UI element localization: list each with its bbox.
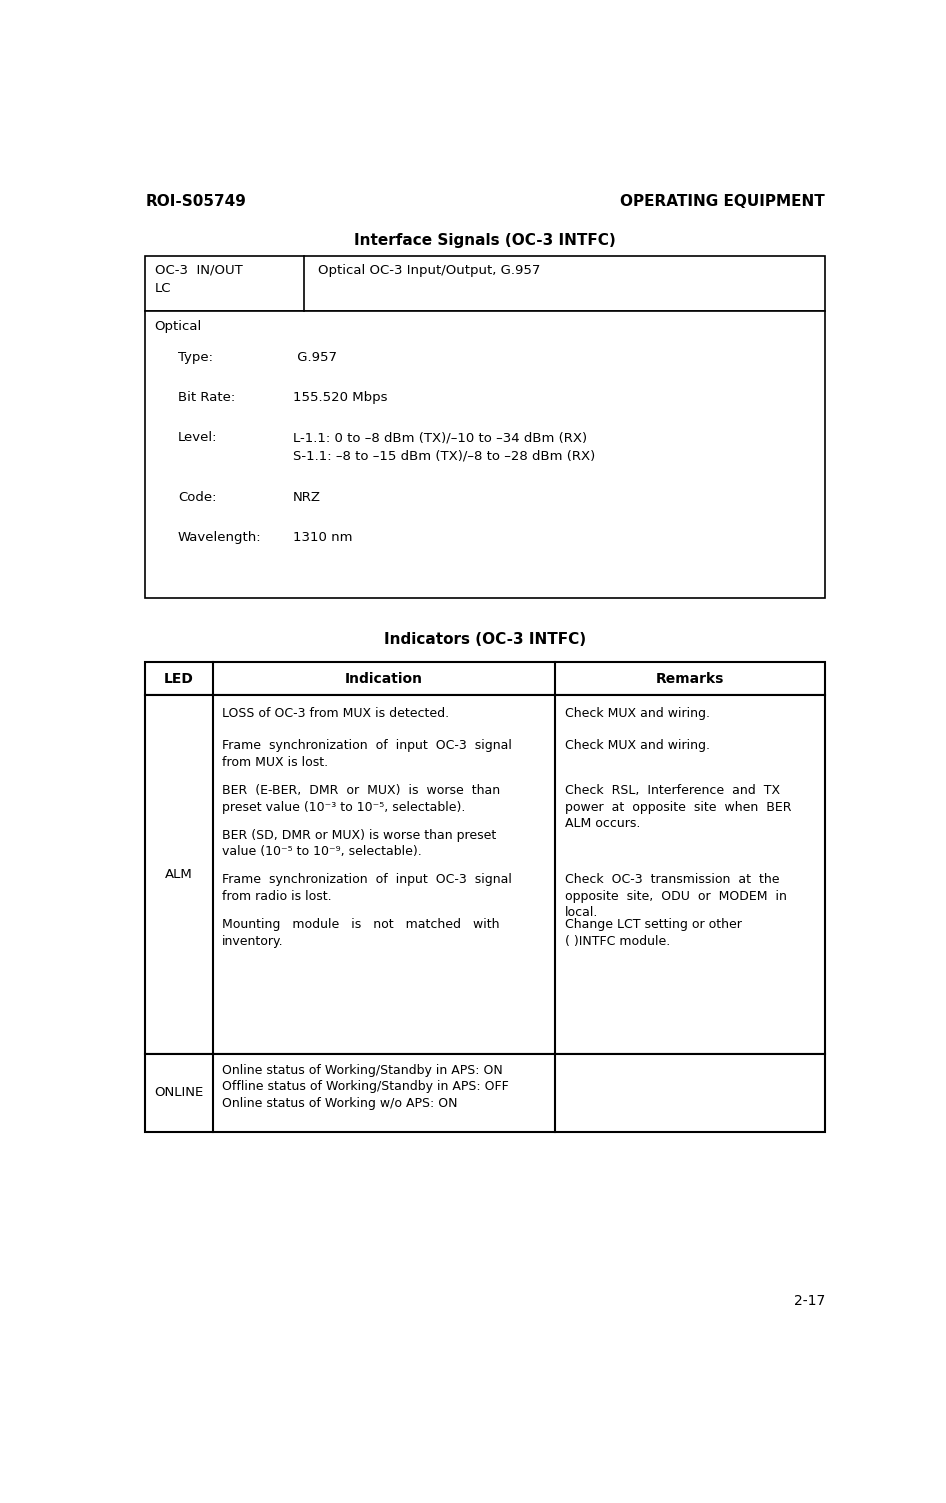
Text: L-1.1: 0 to –8 dBm (TX)/–10 to –34 dBm (RX)
S-1.1: –8 to –15 dBm (TX)/–8 to –28 : L-1.1: 0 to –8 dBm (TX)/–10 to –34 dBm (… (292, 431, 595, 463)
Text: OC-3  IN/OUT
LC: OC-3 IN/OUT LC (155, 263, 242, 295)
Text: Bit Rate:: Bit Rate: (178, 391, 236, 404)
Text: Indication: Indication (345, 672, 423, 685)
Text: Optical OC-3 Input/Output, G.957: Optical OC-3 Input/Output, G.957 (318, 263, 540, 277)
Text: Wavelength:: Wavelength: (178, 532, 261, 544)
Text: BER (SD, DMR or MUX) is worse than preset
value (10⁻⁵ to 10⁻⁹, selectable).: BER (SD, DMR or MUX) is worse than prese… (222, 828, 497, 858)
Text: Type:: Type: (178, 352, 213, 364)
Bar (146, 256, 825, 311)
Text: Level:: Level: (178, 431, 218, 445)
Text: Check  OC-3  transmission  at  the
opposite  site,  ODU  or  MODEM  in
local.: Check OC-3 transmission at the opposite … (565, 873, 786, 920)
Text: Frame  synchronization  of  input  OC-3  signal
from MUX is lost.: Frame synchronization of input OC-3 sign… (222, 739, 512, 770)
Text: Check  RSL,  Interference  and  TX
power  at  opposite  site  when  BER
ALM occu: Check RSL, Interference and TX power at … (565, 785, 791, 830)
Text: BER  (E-BER,  DMR  or  MUX)  is  worse  than
preset value (10⁻³ to 10⁻⁵, selecta: BER (E-BER, DMR or MUX) is worse than pr… (222, 785, 500, 813)
Text: Frame  synchronization  of  input  OC-3  signal
from radio is lost.: Frame synchronization of input OC-3 sign… (222, 873, 512, 903)
Bar (146, 311, 825, 598)
Text: ONLINE: ONLINE (154, 1087, 203, 1099)
Text: Interface Signals (OC-3 INTFC): Interface Signals (OC-3 INTFC) (355, 233, 616, 248)
Text: Mounting   module   is   not   matched   with
inventory.: Mounting module is not matched with inve… (222, 918, 499, 947)
Text: NRZ: NRZ (292, 491, 321, 505)
Bar (146, 661, 825, 696)
Text: Code:: Code: (178, 491, 217, 505)
Text: Check MUX and wiring.: Check MUX and wiring. (565, 706, 710, 720)
Text: 2-17: 2-17 (794, 1294, 825, 1309)
Bar (146, 696, 825, 1054)
Text: ROI-S05749: ROI-S05749 (146, 194, 246, 209)
Text: OPERATING EQUIPMENT: OPERATING EQUIPMENT (621, 194, 825, 209)
Text: G.957: G.957 (292, 352, 337, 364)
Text: LOSS of OC-3 from MUX is detected.: LOSS of OC-3 from MUX is detected. (222, 706, 449, 720)
Text: Check MUX and wiring.: Check MUX and wiring. (565, 739, 710, 753)
Text: Indicators (OC-3 INTFC): Indicators (OC-3 INTFC) (384, 633, 587, 648)
Text: 1310 nm: 1310 nm (292, 532, 352, 544)
Bar (146, 1054, 825, 1132)
Text: ALM: ALM (166, 869, 193, 881)
Text: LED: LED (164, 672, 194, 685)
Text: 155.520 Mbps: 155.520 Mbps (292, 391, 387, 404)
Text: Optical: Optical (155, 320, 201, 334)
Text: Change LCT setting or other
( )INTFC module.: Change LCT setting or other ( )INTFC mod… (565, 918, 742, 947)
Text: Remarks: Remarks (656, 672, 725, 685)
Text: Online status of Working/Standby in APS: ON
Offline status of Working/Standby in: Online status of Working/Standby in APS:… (222, 1064, 509, 1109)
